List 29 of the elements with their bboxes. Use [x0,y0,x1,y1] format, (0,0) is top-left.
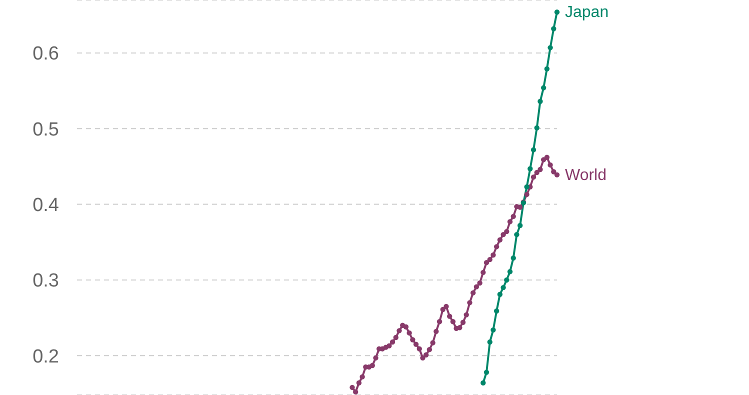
y-tick-label: 0.5 [32,119,59,140]
point [517,222,523,228]
point [494,308,500,314]
point [507,269,513,274]
point [500,284,506,290]
point [534,125,540,130]
y-tick-label: 0.2 [32,346,59,368]
y-tick-label: 0.6 [32,44,59,65]
point [548,45,553,50]
point [484,370,490,375]
point [530,147,536,152]
point [554,10,560,15]
point [540,85,546,90]
series-label: World [565,166,606,184]
point [538,98,543,104]
point [487,339,492,345]
series-label: Japan [565,4,609,22]
point [497,292,503,297]
point [490,327,496,333]
point [524,184,530,190]
point [480,380,486,386]
point [514,232,520,238]
point [551,26,556,32]
point [528,166,533,172]
point [510,255,516,261]
y-tick-label: 0.3 [32,270,59,292]
point [504,277,510,283]
y-tick-label: 0.4 [32,195,60,216]
point [544,66,550,72]
